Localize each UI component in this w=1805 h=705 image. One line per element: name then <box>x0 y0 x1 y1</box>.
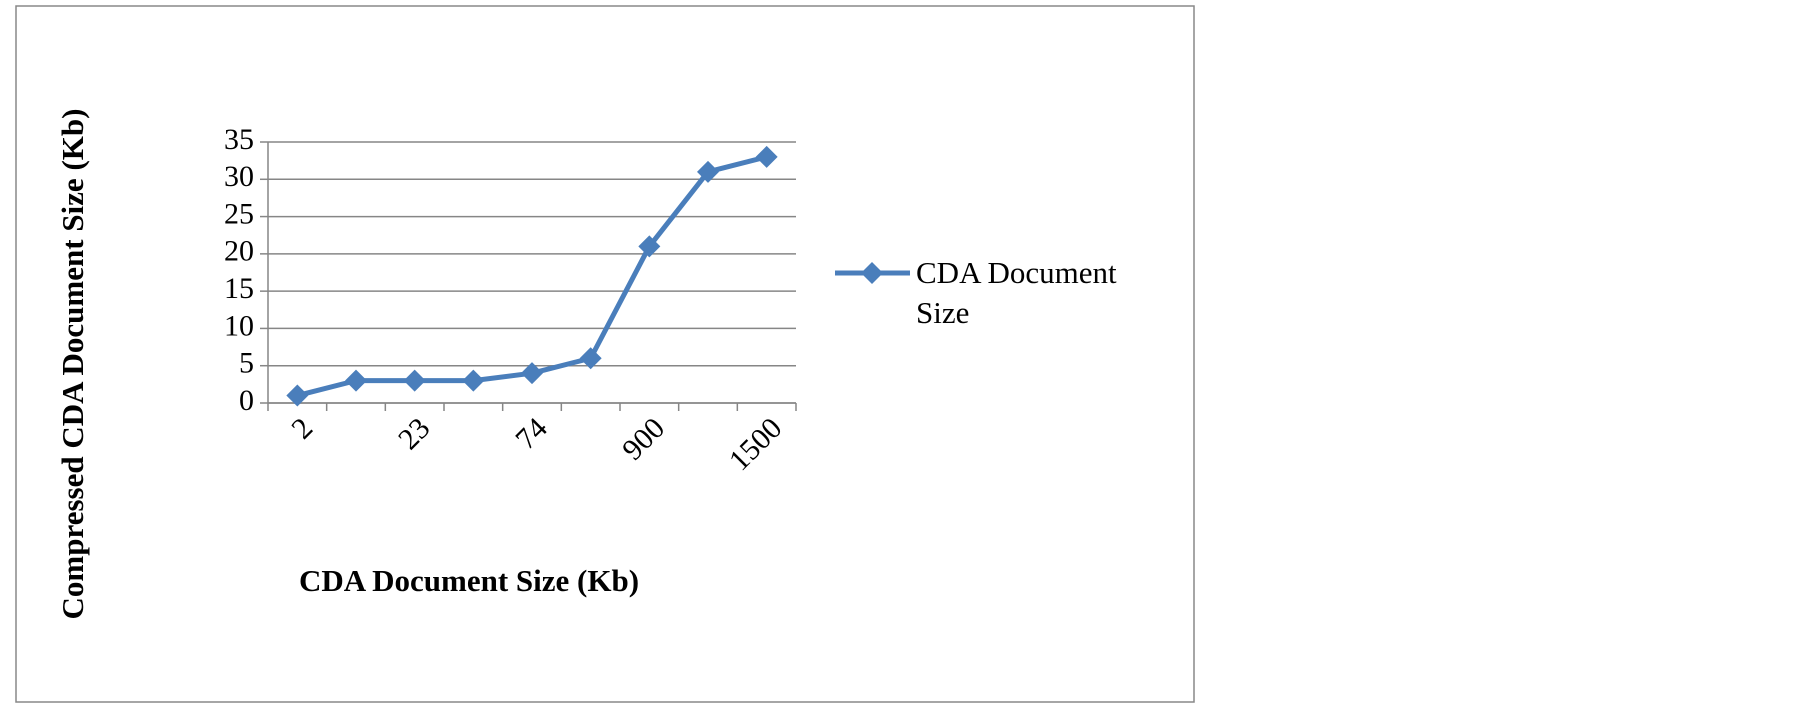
x-tick-label: 2 <box>285 411 319 445</box>
x-tick-label: 900 <box>616 411 671 466</box>
data-point <box>521 362 543 385</box>
y-tick-label: 10 <box>224 309 254 342</box>
data-point <box>579 347 602 370</box>
x-tick-label: 1500 <box>723 411 789 477</box>
data-point <box>462 369 485 392</box>
x-tick-label: 74 <box>509 411 554 456</box>
data-point <box>755 145 778 168</box>
x-tick-label: 23 <box>392 411 437 456</box>
data-point <box>403 369 426 392</box>
y-tick-label: 35 <box>224 123 254 156</box>
chart-border <box>15 5 1195 703</box>
y-tick-label: 30 <box>224 160 254 193</box>
x-axis-title: CDA Document Size (Kb) <box>299 563 639 598</box>
legend-marker <box>861 262 883 284</box>
data-point <box>638 235 661 258</box>
data-point <box>697 160 719 183</box>
y-tick-label: 0 <box>239 384 254 417</box>
data-point <box>286 384 309 407</box>
series-line <box>296 154 768 398</box>
legend-label: CDA Document Size <box>916 255 1117 330</box>
y-axis-title: Compressed CDA Document Size (Kb) <box>55 109 90 620</box>
y-tick-label: 25 <box>224 197 254 230</box>
y-tick-label: 15 <box>224 272 254 305</box>
y-tick-label: 5 <box>239 347 254 380</box>
data-point <box>345 369 367 392</box>
y-tick-label: 20 <box>224 235 254 268</box>
